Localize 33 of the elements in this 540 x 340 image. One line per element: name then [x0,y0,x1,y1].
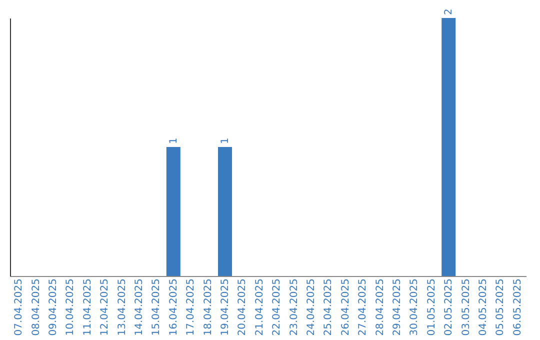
x-tick-label: 23.04.2025 [288,278,300,336]
x-tick-label: 15.04.2025 [151,278,162,336]
x-tick-label: 08.04.2025 [30,278,42,336]
x-tick-label: 05.05.2025 [495,278,506,336]
data-label: 2 [444,8,455,15]
x-tick-label: 06.05.2025 [512,278,524,336]
data-label: 1 [168,138,180,144]
x-tick-label: 09.04.2025 [48,278,59,336]
x-tick-label: 01.05.2025 [426,278,438,336]
x-tick-label: 03.05.2025 [460,278,472,336]
x-tick-label: 12.04.2025 [100,278,111,336]
x-tick-label: 14.04.2025 [134,278,145,336]
x-tick-label: 21.04.2025 [254,278,266,336]
x-tick-label: 29.04.2025 [392,278,403,336]
x-tick-label: 07.04.2025 [14,278,25,336]
x-tick-label: 16.04.2025 [168,278,180,336]
x-tick-label: 04.05.2025 [478,278,489,336]
x-tick-label: 28.04.2025 [374,278,386,336]
x-tick-label: 18.04.2025 [202,278,214,336]
x-tick-label: 20.04.2025 [237,278,248,336]
x-tick-label: 11.04.2025 [82,278,94,336]
data-label: 1 [220,138,231,144]
x-tick-label: 30.04.2025 [409,278,420,336]
x-tick-label: 17.04.2025 [186,278,197,336]
x-tick-label: 13.04.2025 [116,278,128,336]
x-tick-label: 26.04.2025 [340,278,352,336]
x-tick-label: 10.04.2025 [65,278,76,336]
x-tick-label: 25.04.2025 [323,278,334,336]
x-tick-label: 24.04.2025 [306,278,317,336]
x-tick-label: 19.04.2025 [220,278,231,336]
x-tick-label: 27.04.2025 [358,278,369,336]
x-tick-label: 22.04.2025 [272,278,283,336]
x-tick-label: 02.05.2025 [444,278,455,336]
